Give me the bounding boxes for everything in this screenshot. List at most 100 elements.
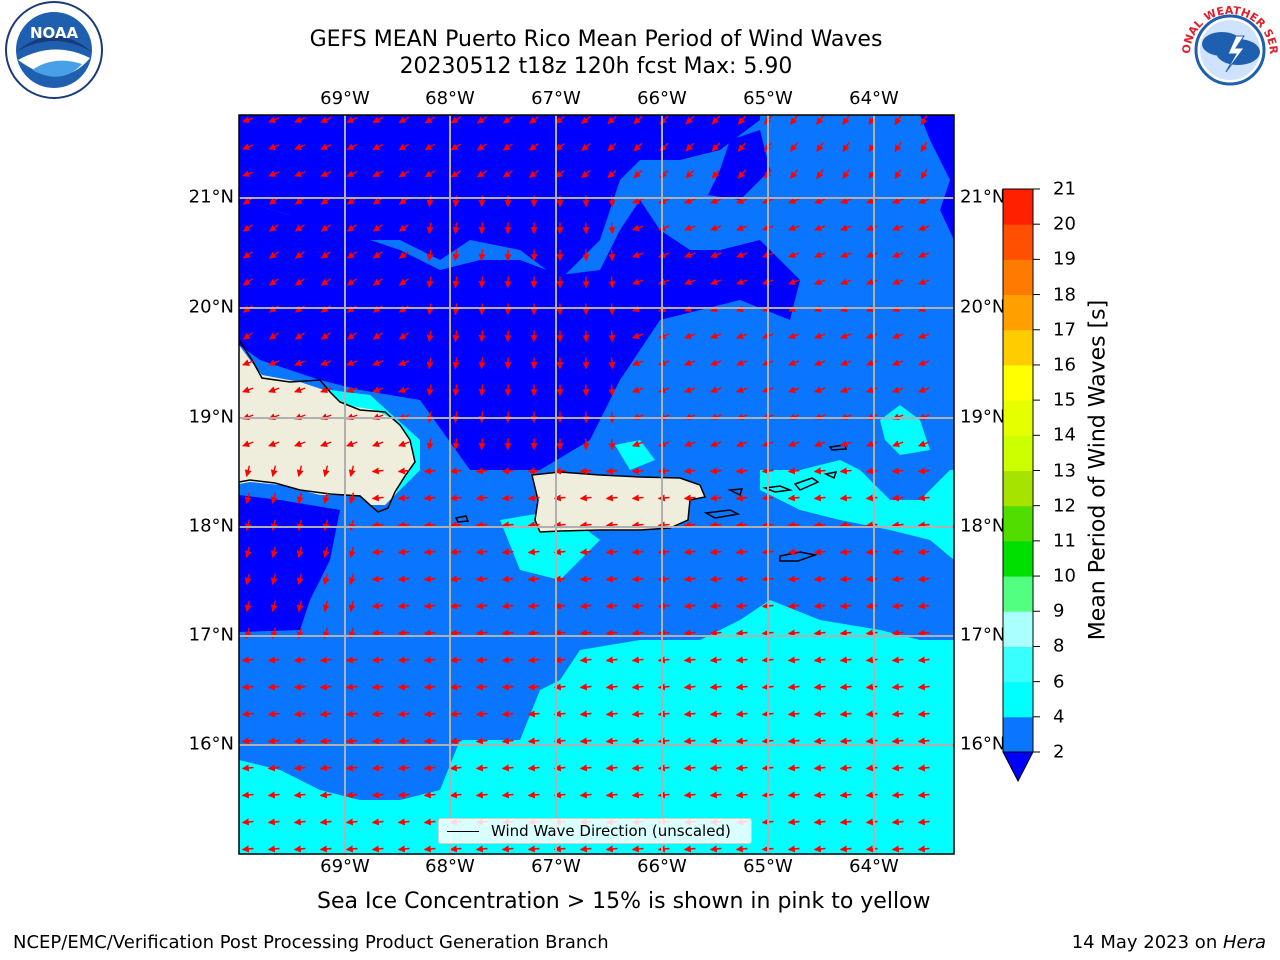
wave-direction-arrow	[452, 357, 460, 370]
wave-direction-arrow	[865, 683, 878, 691]
wave-direction-arrow	[529, 143, 539, 151]
wave-direction-arrow	[710, 251, 722, 259]
wave-direction-arrow	[320, 359, 332, 367]
wave-direction-arrow	[631, 791, 644, 799]
wave-direction-arrow	[475, 791, 488, 799]
wave-direction-arrow	[892, 278, 904, 286]
wave-direction-arrow	[293, 818, 306, 826]
wave-direction-arrow	[658, 440, 670, 448]
wave-direction-arrow	[476, 170, 487, 178]
wave-direction-arrow	[320, 386, 332, 394]
wave-direction-arrow	[371, 494, 384, 502]
wave-direction-arrow	[579, 629, 592, 637]
lat-label-right: 20°N	[960, 296, 1006, 318]
wave-direction-arrow	[839, 818, 852, 826]
wave-direction-arrow	[449, 845, 462, 853]
wave-direction-arrow	[398, 359, 410, 367]
wave-direction-arrow	[529, 170, 539, 178]
wave-direction-arrow	[814, 359, 826, 367]
wave-direction-arrow	[840, 197, 852, 205]
wave-direction-arrow	[866, 224, 878, 232]
lon-label-top: 68°W	[425, 88, 475, 109]
wave-direction-arrow	[527, 521, 540, 529]
wave-direction-arrow	[424, 143, 436, 151]
wave-direction-arrow	[501, 521, 514, 529]
wave-direction-arrow	[605, 656, 618, 664]
footer-date: 14 May 2023 on Hera	[1072, 932, 1266, 953]
wave-direction-arrow	[866, 197, 878, 205]
colorbar-band	[1003, 294, 1033, 331]
wave-direction-arrow	[527, 575, 540, 583]
wave-direction-arrow	[788, 359, 800, 367]
wave-direction-arrow	[891, 467, 904, 475]
wave-direction-arrow	[840, 251, 852, 259]
wave-direction-arrow	[322, 546, 330, 558]
wave-direction-arrow	[632, 359, 644, 367]
map-legend: Wind Wave Direction (unscaled)	[438, 818, 752, 844]
wave-direction-arrow	[423, 602, 436, 610]
colorbar-band	[1003, 259, 1033, 296]
wave-direction-arrow	[501, 764, 514, 772]
legend-label: Wind Wave Direction (unscaled)	[491, 822, 731, 840]
wave-direction-arrow	[423, 845, 436, 853]
wave-direction-arrow	[478, 330, 486, 343]
wave-direction-arrow	[865, 764, 878, 772]
wave-direction-arrow	[267, 818, 280, 826]
wave-direction-arrow	[241, 764, 254, 772]
wave-direction-arrow	[527, 710, 540, 718]
wave-direction-arrow	[244, 573, 252, 585]
wave-direction-arrow	[449, 548, 462, 556]
wave-direction-arrow	[813, 494, 826, 502]
wave-direction-arrow	[426, 249, 434, 262]
wave-direction-arrow	[840, 359, 852, 367]
wave-direction-arrow	[423, 548, 436, 556]
wave-direction-arrow	[579, 683, 592, 691]
wave-direction-arrow	[658, 224, 670, 232]
wave-direction-arrow	[917, 683, 930, 691]
wave-direction-arrow	[397, 818, 410, 826]
wave-direction-arrow	[319, 845, 332, 853]
wave-direction-arrow	[348, 465, 356, 477]
wave-direction-arrow	[320, 278, 331, 286]
wave-direction-arrow	[917, 845, 930, 853]
wave-direction-arrow	[787, 629, 800, 637]
wave-direction-arrow	[294, 116, 306, 123]
wave-direction-arrow	[322, 465, 330, 477]
wave-direction-arrow	[319, 656, 332, 664]
ocean-under-2s-west	[239, 495, 340, 632]
wave-direction-arrow	[631, 602, 644, 610]
wave-direction-arrow	[268, 251, 279, 259]
wave-direction-arrow	[894, 142, 902, 153]
wave-direction-arrow	[787, 791, 800, 799]
wave-direction-arrow	[709, 467, 722, 475]
wave-direction-arrow	[608, 222, 616, 235]
lon-label-top: 65°W	[743, 88, 793, 109]
wave-direction-arrow	[371, 467, 384, 475]
wave-direction-arrow	[787, 575, 800, 583]
wave-direction-arrow	[683, 575, 696, 583]
wave-direction-arrow	[736, 359, 748, 367]
wave-direction-arrow	[658, 197, 670, 205]
wave-direction-arrow	[581, 115, 591, 125]
wave-direction-arrow	[372, 143, 384, 151]
wave-direction-arrow	[632, 386, 644, 394]
wave-direction-arrow	[709, 845, 722, 853]
wave-direction-arrow	[579, 548, 592, 556]
wave-direction-arrow	[296, 492, 304, 504]
wave-direction-arrow	[348, 573, 356, 585]
wave-direction-arrow	[371, 521, 384, 529]
wave-direction-arrow	[504, 276, 512, 289]
wave-direction-arrow	[684, 224, 696, 232]
wave-direction-arrow	[917, 710, 930, 718]
wave-direction-arrow	[504, 330, 512, 343]
wave-direction-arrow	[293, 845, 306, 853]
wave-direction-arrow	[683, 467, 696, 475]
wave-direction-arrow	[501, 710, 514, 718]
wave-direction-arrow	[555, 170, 565, 178]
wave-direction-arrow	[242, 170, 254, 178]
wave-direction-arrow	[398, 143, 410, 151]
wave-direction-arrow	[294, 440, 306, 448]
wave-direction-arrow	[579, 791, 592, 799]
